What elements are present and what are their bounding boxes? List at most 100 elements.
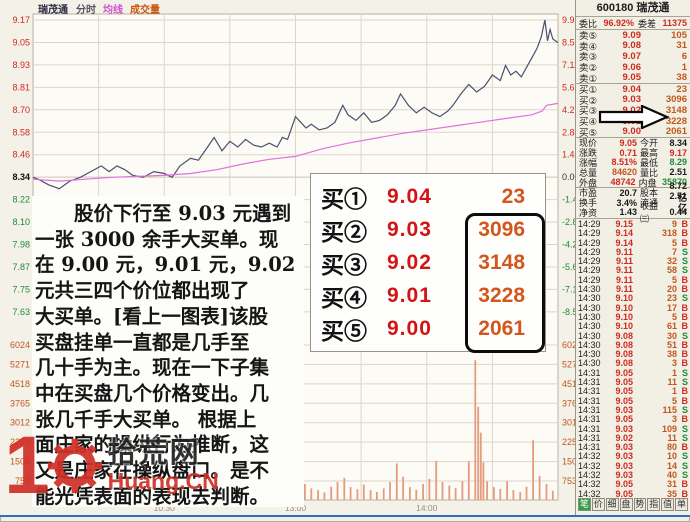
- panel-tab-单[interactable]: 单: [675, 498, 688, 511]
- tick-time: 14:30: [578, 302, 601, 313]
- tick-row: 14:30 9.08 3 B: [576, 358, 690, 369]
- tick-price: 9.03: [615, 442, 633, 453]
- tick-time: 14:31: [578, 442, 601, 453]
- tick-time: 14:30: [578, 330, 601, 341]
- tick-time: 14:32: [578, 469, 601, 480]
- stat-value: 0.71: [619, 147, 637, 158]
- stat-value: 8.34: [669, 137, 687, 148]
- tick-side: S: [681, 423, 688, 434]
- tick-side: S: [681, 377, 688, 388]
- panel-tab-价[interactable]: 价: [591, 498, 605, 511]
- order-label: 买⑤: [321, 317, 367, 345]
- book-price: 9.04: [622, 83, 642, 95]
- stat-value: 8.51%: [611, 157, 637, 168]
- order-volume: 3148: [478, 250, 525, 274]
- order-row: 买② 9.03 3096: [311, 213, 545, 246]
- stat-value: 9.05: [619, 137, 637, 148]
- tick-time: 14:29: [578, 237, 601, 248]
- annotation-line: 一张 3000 余手大买单。现: [35, 227, 279, 251]
- tick-side: S: [681, 460, 688, 471]
- order-volume: 3096: [478, 217, 525, 241]
- svg-text:-1.42%: -1.42%: [562, 195, 575, 205]
- tick-price: 9.05: [615, 377, 633, 388]
- svg-text:-5.69%: -5.69%: [562, 262, 575, 272]
- tick-price: 9.10: [615, 321, 633, 332]
- svg-text:13:00: 13:00: [285, 503, 307, 513]
- stat-value: 84620: [611, 167, 637, 178]
- book-volume: 3228: [665, 115, 687, 127]
- stat-value: 48742: [610, 177, 636, 188]
- stat-label: 涨跌: [579, 148, 598, 159]
- svg-text:3012: 3012: [10, 418, 30, 428]
- svg-text:9.95%: 9.95%: [562, 15, 575, 25]
- tick-side: S: [681, 469, 688, 480]
- watermark-digit: 1: [4, 420, 50, 511]
- svg-text:5.69%: 5.69%: [562, 82, 575, 92]
- order-label: 买③: [321, 251, 367, 279]
- tick-row: 14:32 9.03 14 S: [576, 460, 690, 471]
- stat-label: 外盘: [579, 177, 598, 188]
- ask-book: 卖⑤ 9.09 105 卖④ 9.08 31 卖③ 9.07 6 卖② 9.06 1 卖① 9.05 38: [576, 29, 690, 85]
- watermark-site: 拾荒网: [107, 437, 201, 469]
- tick-row: 14:30 9.08 51 B: [576, 339, 690, 350]
- panel-tab-细[interactable]: 细: [605, 498, 619, 511]
- legend-item: 成交量: [130, 5, 160, 16]
- tick-price: 9.11: [615, 284, 633, 295]
- svg-text:3765: 3765: [10, 398, 30, 408]
- svg-text:-8.53%: -8.53%: [562, 307, 575, 317]
- svg-text:8.22: 8.22: [12, 195, 30, 205]
- tick-time: 14:32: [578, 460, 601, 471]
- tick-side: B: [681, 228, 689, 239]
- chart-header: 瑞茂通 分时 均线 成交量: [38, 1, 167, 16]
- stat-label: 流通: [640, 198, 659, 209]
- annotation-line: 能光凭表面的表现去判断。: [35, 484, 270, 508]
- annotation-line: 几十手为主。现在一下子集: [35, 356, 270, 380]
- tick-side: B: [681, 386, 689, 397]
- stat-row: 涨幅 8.51% 最低 8.29: [576, 157, 690, 168]
- annotation-line: 大买单。[看上一图表]该股: [35, 304, 268, 328]
- panel-tab-值[interactable]: 值: [661, 498, 675, 511]
- tick-row: 14:31 9.03 80 B: [576, 442, 690, 453]
- svg-text:2259: 2259: [562, 437, 575, 447]
- book-volume: 105: [671, 29, 687, 41]
- tick-price: 9.11: [615, 265, 633, 276]
- panel-tabs: 笔价细盘势指值单: [576, 498, 690, 511]
- tick-volume: 5: [671, 395, 677, 406]
- tick-volume: 31: [666, 479, 677, 490]
- order-volume: 3228: [478, 283, 525, 307]
- svg-text:3012: 3012: [562, 418, 575, 428]
- panel-tab-笔[interactable]: 笔: [578, 498, 591, 511]
- tick-side: B: [681, 488, 689, 499]
- book-label: 买⑤: [579, 127, 598, 139]
- svg-text:2.84%: 2.84%: [562, 127, 575, 137]
- annotation-line: 张几千手大买单。 根据上: [35, 407, 257, 431]
- order-label: 买①: [321, 185, 367, 213]
- stat-value: 3.4%: [616, 197, 637, 208]
- highlight-rectangle: [465, 213, 545, 353]
- tick-row: 14:32 9.05 35 B: [576, 488, 690, 499]
- svg-text:4518: 4518: [562, 379, 575, 389]
- book-price: 9.05: [622, 72, 642, 84]
- order-row: 买③ 9.02 3148: [311, 246, 545, 279]
- tick-row: 14:30 9.11 20 B: [576, 284, 690, 295]
- trade-tick-list[interactable]: 14:29 9.15 9 B 14:29 9.14 318 B 14:29 9.14 5 B 14:29…: [576, 218, 690, 499]
- book-label: 买①: [579, 85, 598, 97]
- svg-text:7.63: 7.63: [12, 307, 30, 317]
- tick-time: 14:32: [578, 488, 601, 499]
- tick-row: 14:30 9.10 61 B: [576, 321, 690, 332]
- stat-label: 涨幅: [579, 157, 598, 168]
- stat-label: 收益㈢: [640, 201, 659, 225]
- tick-side: B: [681, 349, 689, 360]
- panel-tab-指[interactable]: 指: [647, 498, 661, 511]
- tick-price: 9.08: [615, 358, 633, 369]
- panel-tab-势[interactable]: 势: [633, 498, 647, 511]
- tick-volume: 17: [666, 302, 677, 313]
- tick-side: B: [681, 339, 689, 350]
- panel-tab-盘[interactable]: 盘: [619, 498, 633, 511]
- stat-value: 9.17: [669, 147, 687, 158]
- tick-row: 14:29 9.14 318 B: [576, 228, 690, 239]
- tick-price: 9.05: [615, 488, 633, 499]
- tick-side: B: [681, 302, 689, 313]
- tick-time: 14:29: [578, 256, 601, 267]
- stat-value: 35870: [661, 177, 687, 188]
